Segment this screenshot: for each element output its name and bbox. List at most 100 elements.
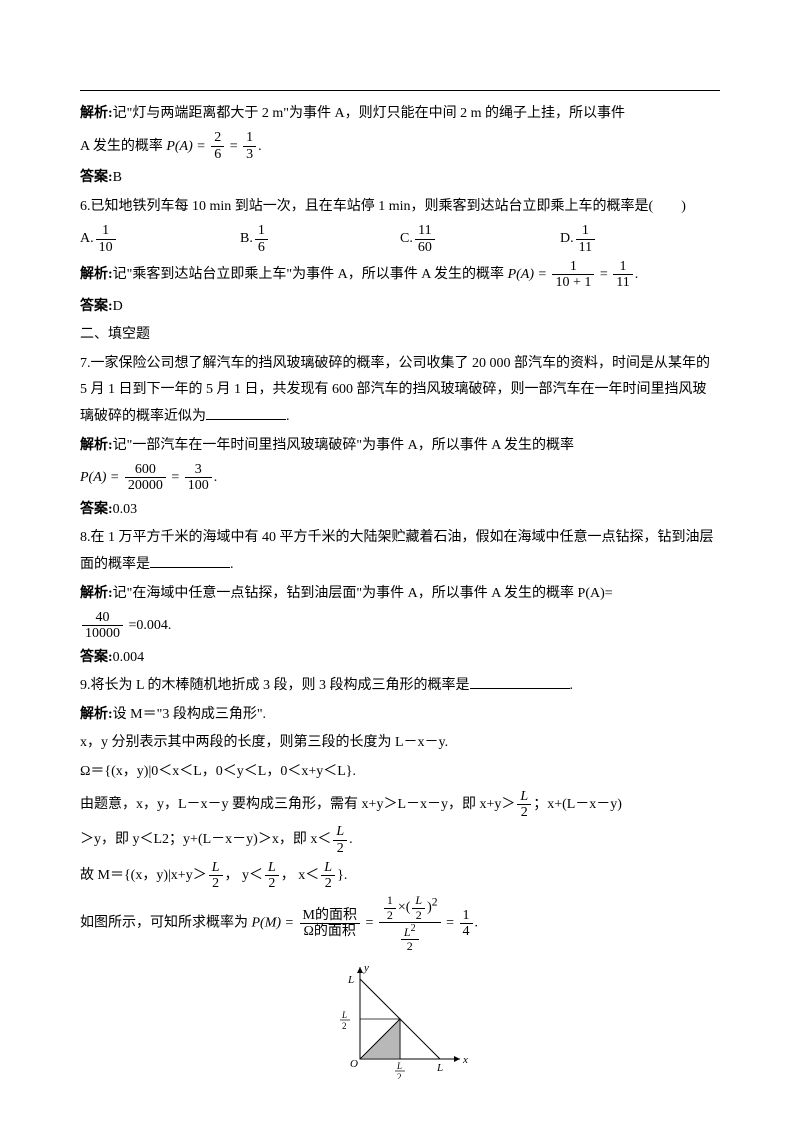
opt-label: A. [80,231,94,246]
fraction: 110 [96,223,116,255]
equals: = [362,916,377,931]
q6-stem: 6.已知地铁列车每 10 min 到站一次，且在车站停 1 min，则乘客到达站… [80,194,720,221]
fraction: L2 [517,789,531,821]
fraction: 12 [384,894,396,921]
numerator: 12×(L2)2 [379,894,441,921]
fraction: L22 [401,923,419,953]
numerator: 1 [96,223,116,238]
denominator: Ω的面积 [300,923,360,939]
q6-options: A.110 B.16 C.1160 D.111 [80,222,720,256]
x-axis-label: x [462,1054,468,1066]
answer-label: 答案: [80,650,113,665]
numerator: 1 [576,223,595,238]
origin-label: O [350,1058,358,1070]
q9-line6: 故 M＝{(x，y)|x+y＞L2， y＜L2， x＜L2}. [80,859,720,893]
text: ， x＜ [281,868,320,883]
numerator: L [412,894,425,907]
formula-lhs: P(A) = [80,470,119,485]
fraction: L2 [333,824,347,856]
numerator: 2 [211,130,224,145]
text: 设 M＝"3 段构成三角形". [113,707,266,722]
numerator: L [321,860,335,875]
period: . [214,470,218,485]
q8-stem: 8.在 1 万平方千米的海域中有 40 平方千米的大陆架贮藏着石油，假如在海域中… [80,525,720,578]
q5-analysis: 解析:记"灯与两端距离都大于 2 m"为事件 A，则灯只能在中间 2 m 的绳子… [80,101,720,128]
denominator: 6 [211,146,224,162]
denominator: 10000 [82,625,123,641]
option-b: B.16 [240,222,400,256]
fraction: 111 [576,223,595,255]
text: 如图所示，可知所求概率为 [80,916,252,931]
answer-value: D [113,299,123,314]
fraction: L2 [265,860,279,892]
denominator: 3 [243,146,256,162]
fraction: M的面积Ω的面积 [300,908,360,940]
analysis-label: 解析: [80,438,113,453]
complex-fraction: 12×(L2)2 L22 [379,894,441,953]
blank [150,553,230,568]
L-y-label: L [347,974,354,986]
fraction: 13 [243,130,256,162]
text: A 发生的概率 [80,139,166,154]
denominator: 10 + 1 [552,274,594,290]
text: }. [337,868,347,883]
q9-line1: 解析:设 M＝"3 段构成三角形". [80,702,720,729]
blank [470,674,570,689]
denominator: 2 [265,875,279,891]
denominator: 2 [401,939,419,953]
text: 记"一部汽车在一年时间里挡风玻璃破碎"为事件 A，所以事件 A 发生的概率 [113,438,574,453]
numerator: 1 [243,130,256,145]
triangle-region-figure: O x y L L L 2 L 2 [330,959,470,1079]
q8-analysis: 解析:记"在海域中任意一点钻探，钻到油层面"为事件 A，所以事件 A 发生的概率… [80,581,720,608]
text: ；x+(L－x－y) [533,797,622,812]
numerator: 1 [384,894,396,907]
q9-line4: 由题意，x，y，L－x－y 要构成三角形，需有 x+y＞L－x－y，即 x+y＞… [80,788,720,822]
blank [206,405,286,420]
text: 记"在海域中任意一点钻探，钻到油层面"为事件 A，所以事件 A 发生的概率 P(… [113,586,613,601]
q7-formula: P(A) = 60020000 = 3100. [80,461,720,495]
q7-stem: 7.一家保险公司想了解汽车的挡风玻璃破碎的概率，公司收集了 20 000 部汽车… [80,351,720,431]
text: 由题意，x，y，L－x－y 要构成三角形，需有 x+y＞L－x－y，即 x+y＞ [80,797,515,812]
y-axis-label: y [363,962,369,974]
denominator: 60 [415,239,435,255]
section-2-heading: 二、填空题 [80,322,720,349]
q9-line3: Ω＝{(x，y)|0＜x＜L，0＜y＜L，0＜x+y＜L}. [80,759,720,786]
analysis-label: 解析: [80,106,113,121]
denominator: 11 [613,274,632,290]
denominator: 2 [384,908,396,922]
period: . [230,557,234,572]
L2-x-den: 2 [397,1072,402,1079]
denominator: 100 [185,477,212,493]
denominator: 2 [517,804,531,820]
period: . [258,139,262,154]
q7-answer: 答案:0.03 [80,497,720,524]
q5-analysis-2: A 发生的概率 P(A) = 26 = 13. [80,130,720,164]
var: L [404,925,411,939]
numerator: L2 [401,923,419,939]
opt-label: D. [560,231,574,246]
numerator: L [333,824,347,839]
fraction: 14 [460,908,473,940]
L2-y-den: 2 [342,1021,347,1031]
opt-label: C. [400,231,413,246]
numerator: M的面积 [300,908,360,923]
text: . [349,832,353,847]
text: 故 M＝{(x，y)|x+y＞ [80,868,207,883]
fraction: 1160 [415,223,435,255]
fraction: L2 [412,894,425,921]
numerator: 40 [82,610,123,625]
L2-x-num: L [396,1061,402,1071]
analysis-label: 解析: [80,267,113,282]
answer-value: 0.03 [113,502,138,517]
answer-label: 答案: [80,502,113,517]
answer-value: B [113,170,122,185]
period: . [286,409,290,424]
option-c: C.1160 [400,222,560,256]
q7-analysis: 解析:记"一部汽车在一年时间里挡风玻璃破碎"为事件 A，所以事件 A 发生的概率 [80,433,720,460]
denominator: 10 [96,239,116,255]
period: . [635,267,639,282]
exponent: 2 [432,896,438,909]
numerator: L [265,860,279,875]
text: 9.将长为 L 的木棒随机地折成 3 段，则 3 段构成三角形的概率是 [80,678,470,693]
answer-label: 答案: [80,170,113,185]
